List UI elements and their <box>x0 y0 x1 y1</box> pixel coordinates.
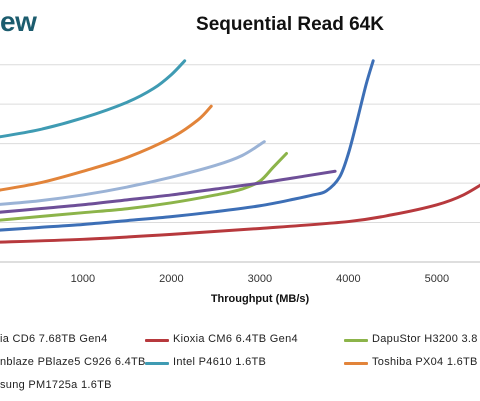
series-line <box>0 183 480 244</box>
x-tick-label: 3000 <box>248 273 272 285</box>
x-axis-label: Throughput (MB/s) <box>211 293 310 305</box>
series-line <box>0 104 213 192</box>
legend-label: Intel P4610 1.6TB <box>173 356 267 368</box>
gridlines <box>0 64 480 263</box>
legend-label: DapuStor H3200 3.8 <box>372 333 478 345</box>
series-lines <box>0 59 480 244</box>
chart-title: Sequential Read 64K <box>196 14 384 35</box>
legend-swatch <box>145 339 169 342</box>
legend-label: nblaze PBlaze5 C926 6.4TB <box>0 356 146 368</box>
legend-label: Kioxia CM6 6.4TB Gen4 <box>173 333 298 345</box>
series-line <box>0 169 337 214</box>
legend-swatch <box>344 339 368 342</box>
legend-label: ia CD6 7.68TB Gen4 <box>0 333 108 345</box>
series-line <box>0 152 288 222</box>
legend-label: Toshiba PX04 1.6TB <box>372 356 478 368</box>
legend-label: sung PM1725a 1.6TB <box>0 379 112 391</box>
x-tick-labels: 010002000300040005000 <box>71 273 449 285</box>
legend-swatch <box>344 362 368 365</box>
x-tick-label: 4000 <box>336 273 360 285</box>
x-tick-label: 1000 <box>71 273 95 285</box>
series-line <box>0 140 266 206</box>
legend-swatch <box>145 362 169 365</box>
series-line <box>0 59 187 139</box>
x-tick-label: 2000 <box>159 273 183 285</box>
brand-logo: ew <box>0 6 37 37</box>
x-tick-label: 5000 <box>425 273 449 285</box>
series-line <box>0 59 375 232</box>
